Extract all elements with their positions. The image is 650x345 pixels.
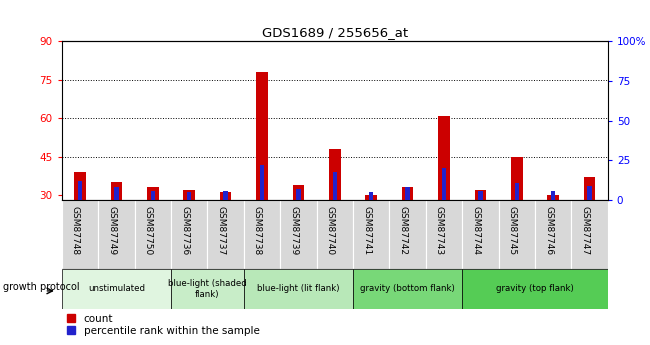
Bar (353, 200, 389, 269)
Bar (151, 190, 155, 200)
Bar (62, 269, 171, 309)
Bar (584, 177, 595, 200)
Text: unstimulated: unstimulated (88, 284, 145, 294)
Text: GSM87748: GSM87748 (71, 206, 80, 255)
Text: GSM87742: GSM87742 (398, 206, 408, 255)
Text: GSM87738: GSM87738 (253, 206, 262, 255)
Bar (171, 269, 244, 309)
Bar (187, 192, 191, 200)
Bar (551, 190, 555, 200)
Bar (547, 195, 559, 200)
Bar (474, 190, 486, 200)
Bar (511, 157, 523, 200)
Bar (111, 182, 122, 200)
Bar (244, 269, 353, 309)
Legend: count, percentile rank within the sample: count, percentile rank within the sample (67, 314, 259, 336)
Bar (571, 200, 608, 269)
Bar (114, 187, 118, 200)
Text: GSM87746: GSM87746 (544, 206, 553, 255)
Text: GSM87745: GSM87745 (508, 206, 517, 255)
Text: GSM87743: GSM87743 (435, 206, 444, 255)
Text: GSM87739: GSM87739 (289, 206, 298, 255)
Bar (333, 171, 337, 200)
Text: GSM87749: GSM87749 (107, 206, 116, 255)
Bar (535, 200, 571, 269)
Bar (369, 192, 373, 200)
Bar (147, 187, 159, 200)
Bar (442, 168, 446, 200)
Bar (256, 72, 268, 200)
Bar (260, 165, 264, 200)
Bar (280, 200, 317, 269)
Text: GSM87741: GSM87741 (362, 206, 371, 255)
Text: GSM87737: GSM87737 (216, 206, 226, 255)
Text: GSM87744: GSM87744 (471, 206, 480, 255)
Bar (317, 200, 353, 269)
Text: GSM87750: GSM87750 (144, 206, 153, 255)
Bar (353, 269, 462, 309)
Bar (438, 116, 450, 200)
Text: GSM87740: GSM87740 (326, 206, 335, 255)
Bar (402, 187, 413, 200)
Text: GSM87736: GSM87736 (180, 206, 189, 255)
Bar (135, 200, 171, 269)
Title: GDS1689 / 255656_at: GDS1689 / 255656_at (262, 26, 408, 39)
Bar (74, 172, 86, 200)
Bar (224, 190, 228, 200)
Text: growth protocol: growth protocol (3, 282, 80, 292)
Text: GSM87747: GSM87747 (580, 206, 590, 255)
Bar (329, 149, 341, 200)
Text: blue-light (lit flank): blue-light (lit flank) (257, 284, 339, 294)
Bar (478, 190, 482, 200)
Bar (292, 185, 304, 200)
Bar (98, 200, 135, 269)
Bar (244, 200, 280, 269)
Bar (588, 186, 592, 200)
Bar (220, 193, 231, 200)
Bar (365, 195, 377, 200)
Bar (207, 200, 244, 269)
Text: blue-light (shaded
flank): blue-light (shaded flank) (168, 279, 247, 299)
Bar (389, 200, 426, 269)
Text: gravity (bottom flank): gravity (bottom flank) (360, 284, 455, 294)
Bar (462, 200, 499, 269)
Bar (462, 269, 608, 309)
Bar (183, 190, 195, 200)
Bar (426, 200, 462, 269)
Bar (62, 200, 98, 269)
Bar (499, 200, 535, 269)
Bar (515, 183, 519, 200)
Bar (78, 181, 82, 200)
Text: gravity (top flank): gravity (top flank) (496, 284, 574, 294)
Bar (171, 200, 207, 269)
Bar (296, 189, 300, 200)
Bar (406, 187, 410, 200)
